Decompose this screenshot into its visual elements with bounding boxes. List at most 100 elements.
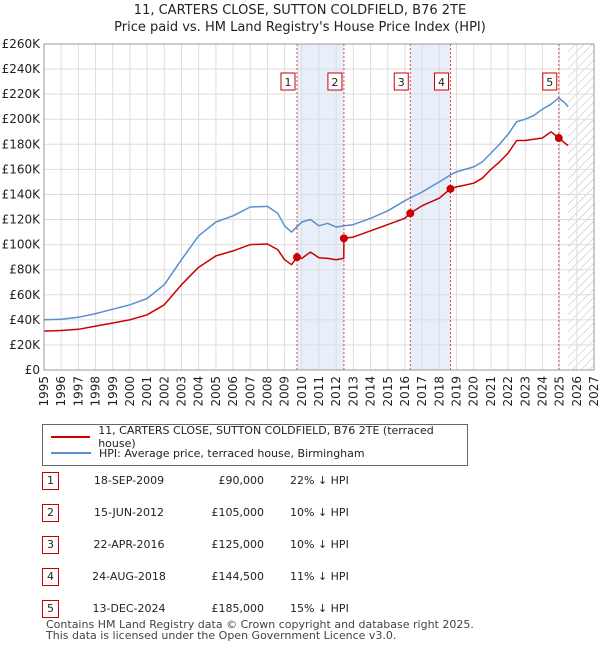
sale-number-badge: 3: [42, 536, 59, 554]
legend-entry-hpi: HPI: Average price, terraced house, Birm…: [51, 445, 365, 461]
sale-hpi-diff: 11% ↓ HPI: [290, 570, 349, 583]
y-tick-label: £220K: [2, 87, 42, 101]
sale-point: [293, 253, 301, 262]
y-tick-label: £140K: [2, 187, 42, 201]
x-tick-label: 2022: [501, 376, 515, 407]
x-tick-label: 2005: [209, 376, 223, 407]
x-tick-label: 2006: [226, 376, 240, 407]
x-tick-label: 1998: [89, 376, 103, 407]
sale-point: [339, 234, 348, 243]
sale-date: 18-SEP-2009: [93, 474, 165, 487]
x-tick-label: 2020: [467, 376, 481, 407]
sale-label: 1: [285, 76, 292, 89]
sale-label: 4: [438, 76, 445, 89]
shaded-range: [410, 44, 451, 370]
y-tick-label: £100K: [2, 238, 42, 252]
sale-label: 2: [331, 76, 338, 89]
plot-border: [43, 43, 595, 371]
sale-date: 22-APR-2016: [93, 538, 165, 551]
x-tick-label: 2026: [570, 376, 584, 407]
table-row: 5 13-DEC-2024 £185,000 15% ↓ HPI: [42, 600, 402, 618]
y-tick-label: £40K: [9, 313, 41, 327]
y-tick-label: £60K: [9, 288, 41, 302]
sale-date: 24-AUG-2018: [92, 570, 166, 583]
sale-price: £105,000: [211, 506, 265, 519]
sale-point: [446, 184, 455, 193]
footer-attribution: Contains HM Land Registry data © Crown c…: [46, 619, 474, 641]
x-tick-label: 2025: [553, 376, 567, 407]
y-tick-label: £200K: [2, 112, 42, 126]
footer-license: This data is licensed under the Open Gov…: [46, 629, 397, 642]
table-row: 2 15-JUN-2012 £105,000 10% ↓ HPI: [42, 504, 402, 522]
sale-label-box: [542, 72, 558, 91]
sale-number-badge: 1: [42, 472, 59, 490]
sale-price: £144,500: [211, 570, 265, 583]
y-tick-label: £160K: [2, 162, 42, 176]
x-tick-label: 2027: [587, 376, 600, 407]
x-tick-label: 1997: [71, 376, 85, 407]
sale-label-box: [393, 72, 409, 91]
x-tick-label: 2024: [535, 376, 549, 407]
x-tick-label: 2004: [192, 376, 206, 407]
table-row: 4 24-AUG-2018 £144,500 11% ↓ HPI: [42, 568, 402, 586]
title-line-2: Price paid vs. HM Land Registry's House …: [114, 20, 486, 35]
x-tick-label: 1996: [54, 376, 68, 407]
sale-label-box: [433, 72, 449, 91]
x-tick-label: 2012: [329, 376, 343, 407]
chart-title: 11, CARTERS CLOSE, SUTTON COLDFIELD, B76…: [0, 2, 600, 36]
x-tick-label: 2013: [346, 376, 360, 407]
sale-label-box: [327, 72, 343, 91]
x-tick-label: 2000: [123, 376, 137, 407]
x-tick-label: 2021: [484, 376, 498, 407]
x-tick-label: 2002: [157, 376, 171, 407]
x-tick-label: 2007: [243, 376, 257, 407]
y-tick-label: £0: [25, 363, 40, 377]
y-tick-label: £120K: [2, 213, 42, 227]
legend-swatch-property: [51, 436, 91, 438]
x-tick-label: 2016: [398, 376, 412, 407]
legend-label-hpi: HPI: Average price, terraced house, Birm…: [99, 446, 365, 460]
sale-number-badge: 4: [42, 568, 59, 586]
sale-hpi-diff: 10% ↓ HPI: [290, 506, 349, 519]
x-tick-label: 2009: [278, 376, 292, 407]
sale-hpi-diff: 10% ↓ HPI: [290, 538, 349, 551]
sale-date: 15-JUN-2012: [93, 506, 165, 519]
sale-number-badge: 2: [42, 504, 59, 522]
x-tick-label: 2014: [364, 376, 378, 407]
y-tick-label: £180K: [2, 137, 42, 151]
sale-label: 3: [398, 76, 405, 89]
sale-price: £125,000: [211, 538, 265, 551]
chart-legend: 11, CARTERS CLOSE, SUTTON COLDFIELD, B76…: [42, 424, 468, 466]
sale-label: 5: [546, 76, 553, 89]
sale-number-badge: 5: [42, 600, 59, 618]
sale-point: [554, 134, 563, 143]
x-tick-label: 2015: [381, 376, 395, 407]
x-tick-label: 2017: [415, 376, 429, 407]
price-chart: 1 2 3 4 5 £0 £20K £40K £60K £80K £100K £120K £140K £…: [2, 38, 600, 407]
x-tick-label: 2008: [260, 376, 274, 407]
x-tick-label: 2023: [518, 376, 532, 407]
footer-copyright: Contains HM Land Registry data © Crown c…: [46, 618, 474, 631]
sale-label-box: [280, 72, 296, 91]
y-tick-label: £80K: [9, 263, 41, 277]
table-row: 3 22-APR-2016 £125,000 10% ↓ HPI: [42, 536, 402, 554]
legend-swatch-hpi: [51, 452, 91, 454]
x-tick-label: 2001: [140, 376, 154, 407]
x-tick-label: 2011: [312, 376, 326, 407]
shaded-range: [297, 44, 344, 370]
y-tick-label: £20K: [9, 338, 41, 352]
sale-price: £185,000: [211, 602, 265, 615]
future-hatch-area: [568, 44, 594, 370]
x-tick-label: 2010: [295, 376, 309, 407]
y-tick-label: £260K: [2, 38, 42, 51]
x-tick-label: 2018: [432, 376, 446, 407]
sale-point: [406, 209, 415, 218]
sale-hpi-diff: 15% ↓ HPI: [290, 602, 349, 615]
x-tick-label: 1999: [106, 376, 120, 407]
x-tick-label: 1995: [37, 376, 51, 407]
x-tick-label: 2019: [450, 376, 464, 407]
hpi-series-line: [43, 97, 569, 321]
sale-date: 13-DEC-2024: [92, 602, 166, 615]
legend-entry-property: 11, CARTERS CLOSE, SUTTON COLDFIELD, B76…: [51, 424, 467, 450]
title-line-1: 11, CARTERS CLOSE, SUTTON COLDFIELD, B76…: [133, 3, 467, 18]
